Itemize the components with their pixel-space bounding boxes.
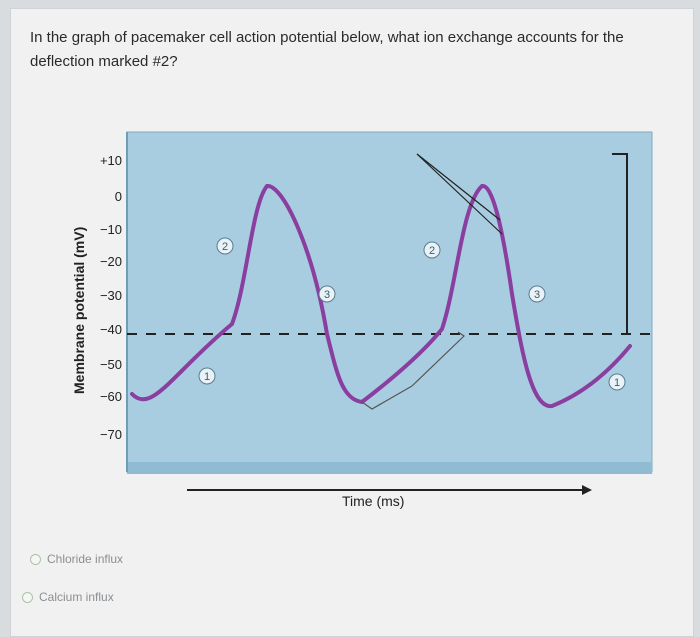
option-label: Calcium influx: [39, 590, 114, 604]
marker-label: 2: [429, 245, 435, 257]
radio-icon[interactable]: [22, 591, 33, 603]
action-potential-figure: +10 0 −10 −20 −30 −40 −50 −60 −70 Membrane poten…: [62, 124, 662, 524]
y-tick-label: −60: [100, 389, 122, 404]
marker-label: 2: [222, 241, 228, 253]
option-calcium[interactable]: Calcium influx: [22, 590, 123, 604]
y-tick-label: −40: [100, 322, 122, 337]
time-arrow-head: [582, 485, 592, 495]
marker-label: 3: [534, 289, 540, 301]
annotation-bracket: [361, 385, 413, 410]
y-tick-label: +10: [100, 153, 122, 168]
y-axis-label: Membrane potential (mV): [71, 227, 87, 394]
numbered-markers: 1 2 3 2 3 1: [198, 237, 626, 391]
x-axis-label: Time (ms): [342, 493, 404, 509]
marker-circle: [528, 285, 546, 303]
question-text: In the graph of pacemaker cell action po…: [30, 29, 624, 70]
y-tick-label: −50: [100, 357, 122, 372]
marker-circle: [216, 237, 234, 255]
y-tick-labels: +10 0 −10 −20 −30 −40 −50 −60 −70: [100, 153, 122, 442]
marker-circle: [608, 373, 626, 391]
y-tick-label: −20: [100, 254, 122, 269]
marker-circle: [423, 241, 441, 259]
marker-circle: [318, 285, 336, 303]
action-potential-chart: +10 0 −10 −20 −30 −40 −50 −60 −70 Membrane poten…: [71, 131, 654, 509]
answer-options: Chloride influx Calcium influx: [22, 552, 123, 628]
annotation-slope-line: [416, 153, 501, 221]
plot-area: [126, 131, 653, 473]
potential-curve: [130, 184, 632, 409]
plot-bottom-band: [127, 462, 652, 474]
annotation-slope-line: [416, 153, 503, 235]
y-tick-label: 0: [115, 189, 122, 204]
marker-label: 1: [204, 371, 210, 383]
annotation-bracket: [411, 331, 465, 387]
option-chloride[interactable]: Chloride influx: [30, 552, 123, 566]
marker-label: 1: [614, 377, 620, 389]
annotation-bracket: [612, 153, 628, 334]
marker-label: 3: [324, 289, 330, 301]
y-tick-label: −70: [100, 427, 122, 442]
marker-circle: [198, 367, 216, 385]
option-label: Chloride influx: [47, 552, 124, 566]
y-tick-label: −30: [100, 288, 122, 303]
y-tick-label: −10: [100, 222, 122, 237]
radio-icon[interactable]: [30, 553, 41, 565]
